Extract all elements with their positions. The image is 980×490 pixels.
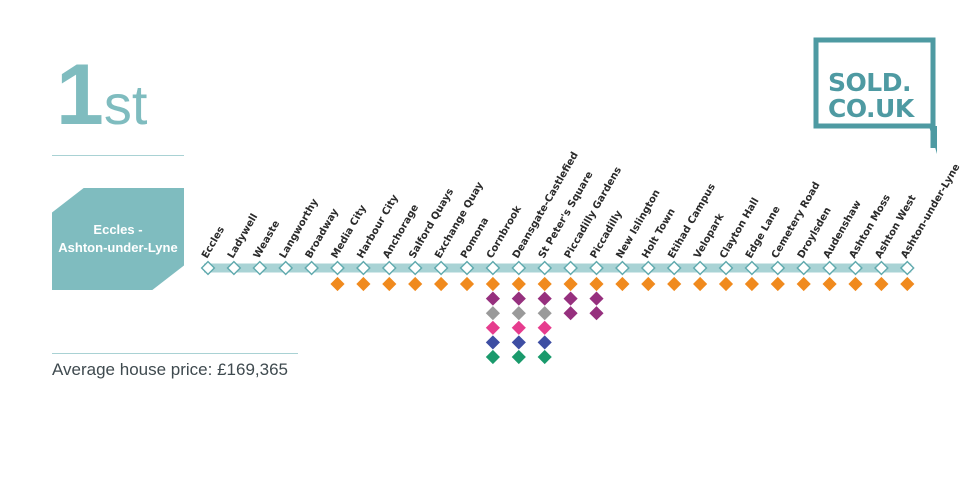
line-dot-orange: [485, 276, 500, 292]
line-dot-pink: [511, 320, 526, 335]
station-label: Etihad Campus: [666, 182, 718, 261]
station-marker: [589, 260, 604, 276]
station-marker: [511, 260, 527, 276]
line-dot-grey: [485, 306, 500, 321]
line-dot-orange: [770, 276, 785, 292]
line-dot-blue: [511, 335, 526, 350]
station-marker: [615, 260, 630, 276]
station-marker: [770, 260, 786, 276]
line-dot-orange: [796, 276, 811, 292]
line-dot-orange: [589, 276, 604, 292]
station-marker: [666, 260, 682, 276]
line-dot-green: [537, 349, 552, 365]
line-dot-orange: [848, 276, 863, 292]
line-dot-orange: [459, 276, 475, 292]
line-dot-orange: [874, 276, 889, 292]
sold-logo: SOLD. CO.UK: [812, 36, 937, 156]
line-dot-purple: [511, 291, 526, 306]
track-bar: [204, 263, 912, 273]
route-name-line2: Ashton-under-Lyne: [58, 240, 178, 255]
line-dot-orange: [408, 276, 423, 292]
average-price-label: Average house price:: [52, 360, 213, 379]
station-marker: [640, 260, 656, 276]
line-dot-orange: [434, 276, 449, 292]
route-name-line1: Eccles -: [93, 222, 143, 237]
line-dot-orange: [563, 276, 578, 292]
station-marker: [822, 260, 837, 276]
station-marker: [356, 260, 371, 276]
line-dot-orange: [641, 276, 656, 292]
logo-frame-icon: [813, 37, 937, 154]
station-marker: [718, 260, 734, 276]
average-price: Average house price: £169,365: [52, 360, 288, 380]
line-dot-purple: [589, 291, 604, 306]
station-marker: [899, 260, 915, 276]
divider-middle: [52, 353, 298, 354]
station-marker: [537, 260, 553, 276]
line-dot-purple: [537, 291, 552, 306]
line-dot-orange: [537, 276, 552, 292]
station-label: Eccles: [200, 225, 227, 261]
logo-line2: CO.UK: [828, 94, 914, 123]
station-marker: [692, 260, 708, 276]
station-marker: [200, 260, 216, 276]
station-marker: [381, 260, 397, 276]
line-dot-grey: [537, 306, 552, 321]
station-marker: [848, 260, 863, 276]
station-marker: [563, 260, 578, 276]
line-dot-purple: [563, 306, 578, 321]
line-dot-purple: [485, 291, 500, 306]
station-marker: [459, 260, 475, 276]
line-dot-purple: [589, 306, 604, 321]
station-marker: [304, 260, 319, 276]
line-dot-orange: [744, 276, 759, 292]
station-marker: [485, 260, 501, 276]
station-marker: [226, 260, 242, 276]
rank-heading: 1st: [56, 52, 147, 138]
line-dot-orange: [356, 276, 371, 292]
line-dot-orange: [667, 276, 682, 292]
line-dot-orange: [693, 276, 708, 292]
station-marker: [407, 260, 423, 276]
station-marker: [252, 260, 268, 276]
line-dot-orange: [718, 276, 734, 292]
station-marker: [433, 260, 449, 276]
rank-suffix: st: [103, 73, 148, 136]
line-dot-orange: [511, 276, 526, 292]
line-dot-green: [485, 349, 500, 365]
line-dot-blue: [537, 335, 552, 350]
line-dot-green: [511, 349, 526, 365]
line-dot-grey: [511, 306, 526, 321]
line-dot-pink: [537, 320, 552, 335]
line-dot-orange: [900, 276, 915, 292]
line-dot-orange: [822, 276, 837, 292]
station-marker: [744, 260, 760, 276]
station-marker: [278, 260, 294, 276]
divider-top: [52, 155, 184, 156]
line-dot-orange: [615, 276, 630, 292]
logo-line1: SOLD.: [828, 68, 911, 97]
station-marker: [330, 260, 345, 276]
average-price-value: £169,365: [217, 360, 288, 379]
line-dot-pink: [485, 320, 500, 335]
rank-number: 1: [56, 47, 104, 143]
route-badge: Eccles - Ashton-under-Lyne: [52, 188, 184, 290]
line-dot-orange: [382, 276, 397, 292]
line-dot-blue: [485, 335, 500, 350]
line-dot-orange: [330, 276, 345, 292]
line-dot-purple: [563, 291, 578, 306]
station-marker: [796, 260, 812, 276]
station-marker: [874, 260, 889, 276]
